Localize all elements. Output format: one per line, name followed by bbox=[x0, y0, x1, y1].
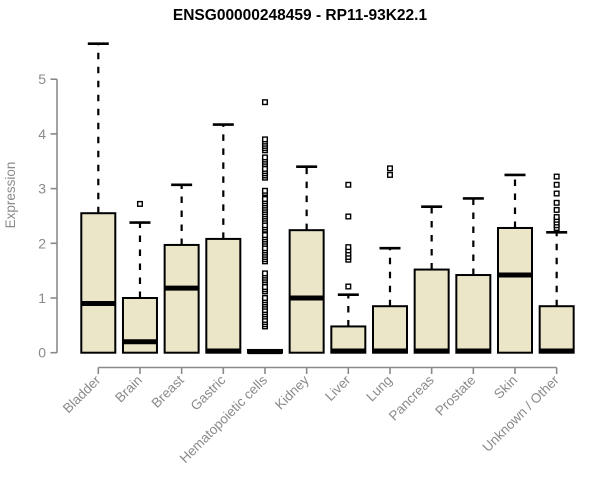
x-axis-tick-label-prostate: Prostate bbox=[432, 373, 478, 419]
x-axis-tick-label-unknown-other: Unknown / Other bbox=[480, 372, 563, 455]
outlier-point-liver bbox=[345, 283, 352, 290]
outlier-point-hematopoietic-cells bbox=[261, 295, 268, 302]
x-axis-tick-label-gastric: Gastric bbox=[188, 372, 229, 413]
box-rect-unknown-other bbox=[538, 305, 575, 354]
x-axis-tick-label-brain: Brain bbox=[112, 373, 145, 406]
outlier-point-hematopoietic-cells bbox=[261, 154, 268, 161]
outlier-point-unknown-other bbox=[553, 190, 560, 197]
y-axis-tick-label: 4 bbox=[38, 126, 46, 142]
y-axis-tick-label: 0 bbox=[38, 345, 46, 361]
box-rect-kidney bbox=[288, 229, 325, 354]
x-axis-tick-label-lung: Lung bbox=[363, 373, 395, 405]
y-axis-tick-label: 2 bbox=[38, 235, 46, 251]
y-axis-tick-label: 3 bbox=[38, 181, 46, 197]
outlier-point-hematopoietic-cells bbox=[261, 195, 268, 202]
outlier-point-lung bbox=[386, 171, 393, 178]
x-axis-tick-label-breast: Breast bbox=[149, 372, 187, 410]
outlier-point-liver bbox=[345, 213, 352, 220]
outlier-point-unknown-other bbox=[553, 214, 560, 221]
x-axis-tick-label-liver: Liver bbox=[322, 372, 354, 404]
x-axis-tick-label-bladder: Bladder bbox=[60, 372, 104, 416]
outlier-point-unknown-other bbox=[553, 206, 560, 213]
outlier-point-unknown-other bbox=[553, 199, 560, 206]
outlier-point-liver bbox=[345, 244, 352, 251]
box-rect-lung bbox=[371, 305, 408, 354]
outlier-point-liver bbox=[345, 181, 352, 188]
outlier-point-hematopoietic-cells bbox=[261, 232, 268, 239]
box-rect-gastric bbox=[205, 237, 242, 354]
outlier-point-hematopoietic-cells bbox=[261, 270, 268, 277]
outlier-point-hematopoietic-cells bbox=[261, 99, 268, 106]
box-rect-breast bbox=[163, 243, 200, 354]
box-rect-brain bbox=[121, 297, 158, 354]
y-axis-tick-label: 5 bbox=[38, 71, 46, 87]
outlier-point-unknown-other bbox=[553, 173, 560, 180]
outlier-point-hematopoietic-cells bbox=[261, 284, 268, 291]
x-axis-tick-label-skin: Skin bbox=[491, 373, 520, 402]
outlier-point-lung bbox=[386, 165, 393, 172]
outlier-point-hematopoietic-cells bbox=[261, 136, 268, 143]
outlier-point-brain bbox=[136, 200, 143, 207]
chart-title: ENSG00000248459 - RP11-93K22.1 bbox=[172, 7, 428, 24]
outlier-point-unknown-other bbox=[553, 181, 560, 188]
box-rect-prostate bbox=[455, 274, 492, 354]
x-axis-tick-label-pancreas: Pancreas bbox=[386, 372, 437, 423]
y-axis-tick-label: 1 bbox=[38, 290, 46, 306]
outlier-point-hematopoietic-cells bbox=[261, 187, 268, 194]
x-axis-tick-label-kidney: Kidney bbox=[272, 372, 312, 412]
box-rect-bladder bbox=[80, 212, 117, 354]
box-rect-pancreas bbox=[413, 268, 450, 354]
box-rect-skin bbox=[497, 226, 533, 354]
outlier-point-hematopoietic-cells bbox=[261, 165, 268, 172]
